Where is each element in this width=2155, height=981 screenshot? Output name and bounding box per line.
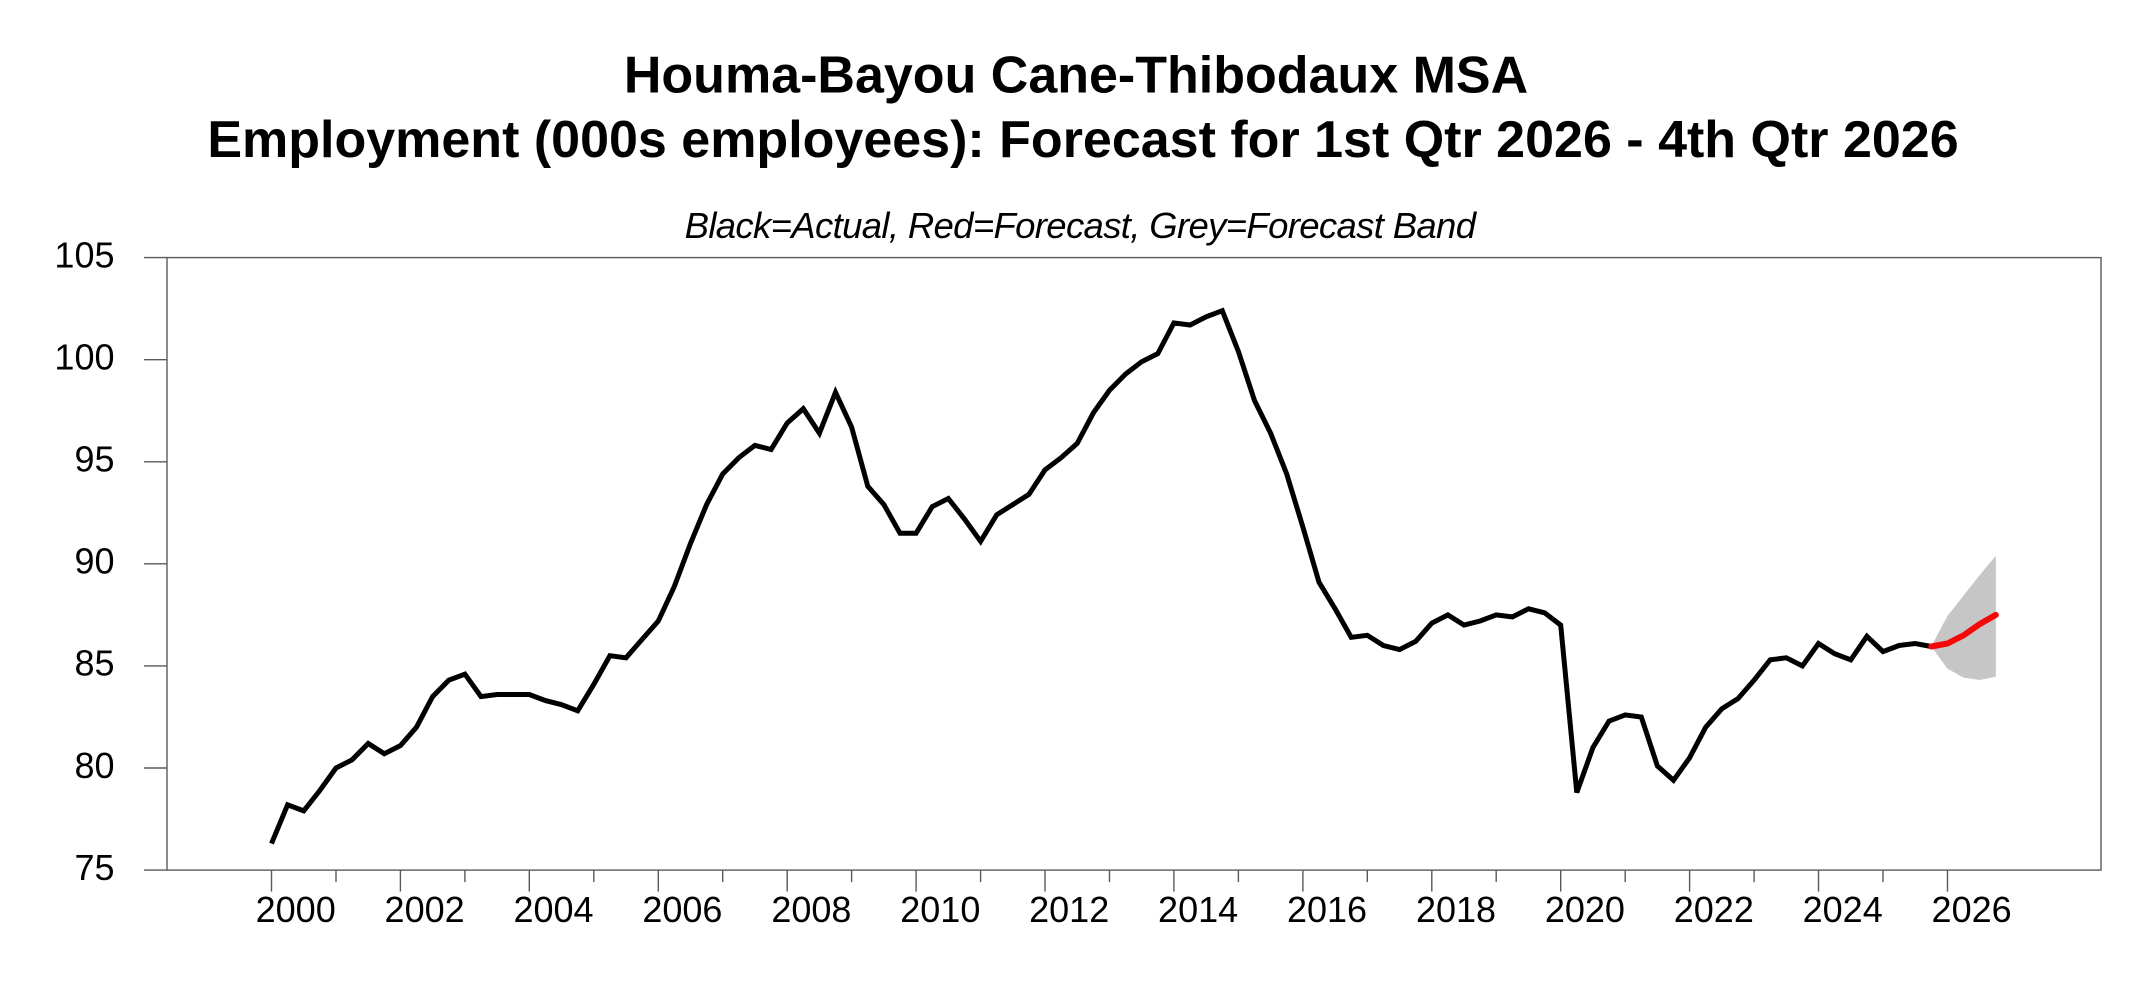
svg-text:Houma-Bayou Cane-Thibodaux MSA: Houma-Bayou Cane-Thibodaux MSA	[624, 47, 1528, 105]
svg-text:2026: 2026	[1932, 889, 2012, 930]
svg-text:2012: 2012	[1029, 889, 1109, 930]
svg-text:2006: 2006	[642, 889, 722, 930]
svg-text:Employment (000s employees): F: Employment (000s employees): Forecast fo…	[207, 111, 1958, 169]
svg-text:2024: 2024	[1803, 889, 1883, 930]
svg-text:2000: 2000	[256, 889, 336, 930]
svg-text:95: 95	[74, 439, 114, 480]
svg-text:2008: 2008	[771, 889, 851, 930]
svg-text:2020: 2020	[1545, 889, 1625, 930]
svg-text:90: 90	[74, 541, 114, 582]
svg-text:2018: 2018	[1416, 889, 1496, 930]
svg-text:2022: 2022	[1674, 889, 1754, 930]
svg-text:2010: 2010	[900, 889, 980, 930]
svg-text:85: 85	[74, 643, 114, 684]
svg-text:2014: 2014	[1158, 889, 1238, 930]
svg-text:Black=Actual, Red=Forecast, Gr: Black=Actual, Red=Forecast, Grey=Forecas…	[685, 205, 1478, 246]
svg-text:2016: 2016	[1287, 889, 1367, 930]
svg-text:100: 100	[54, 337, 114, 378]
svg-text:75: 75	[74, 847, 114, 888]
svg-text:2002: 2002	[385, 889, 465, 930]
svg-text:105: 105	[54, 234, 114, 275]
svg-text:2004: 2004	[513, 889, 593, 930]
svg-text:80: 80	[74, 745, 114, 786]
